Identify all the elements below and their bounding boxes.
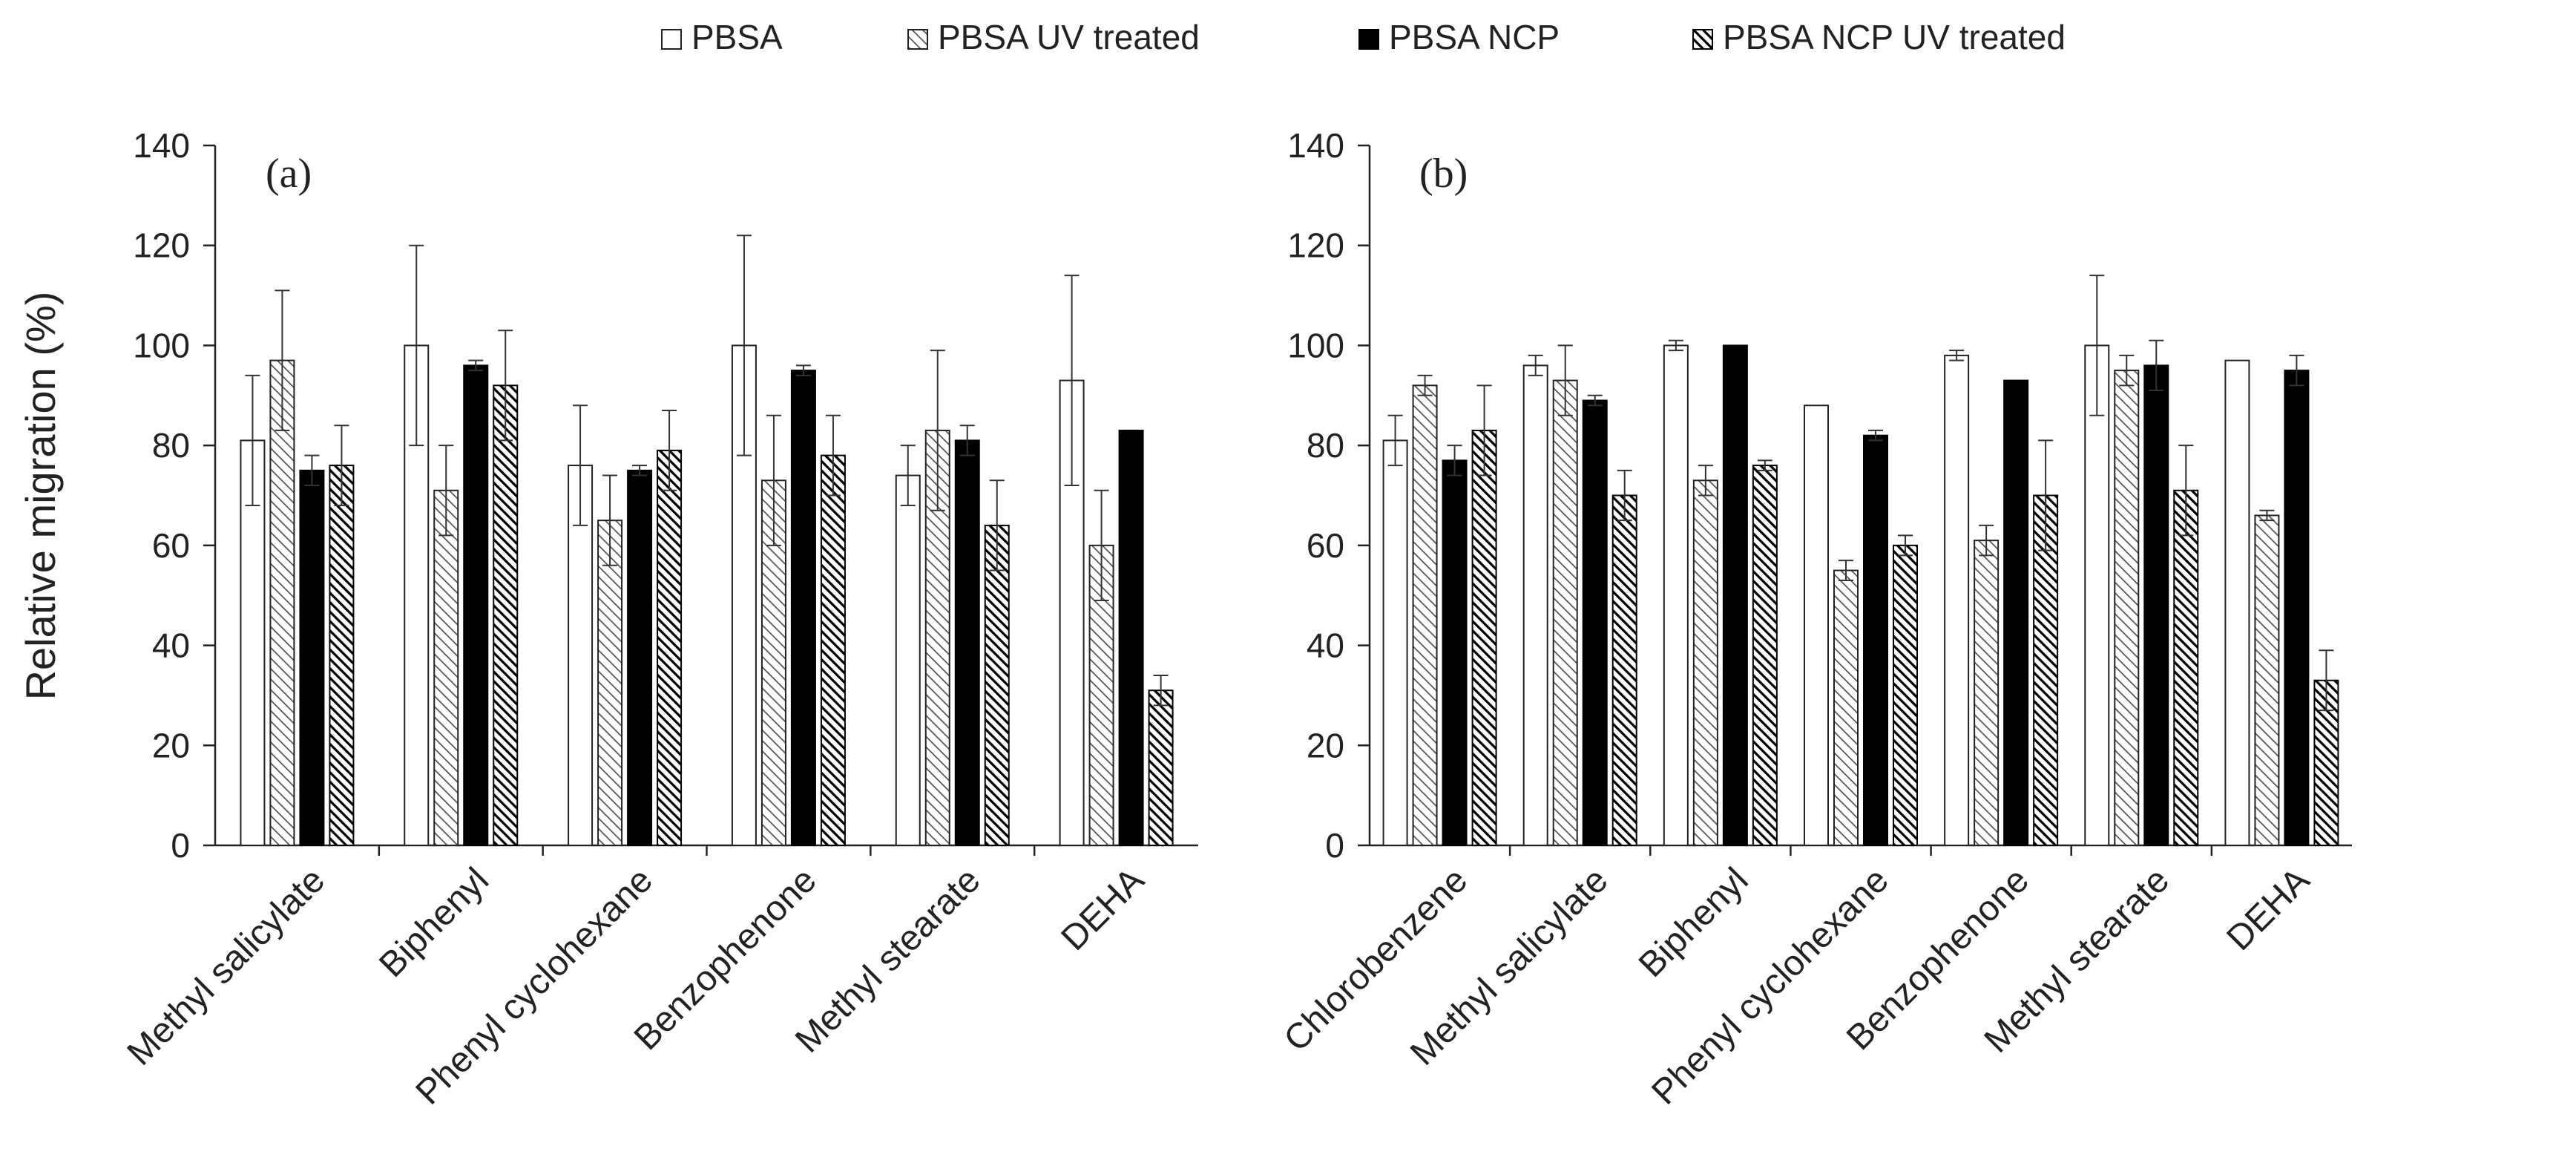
- bar-panel-b-chlorobenzene-pbsa-ncp: [1442, 459, 1468, 846]
- panel-a-y-tick-label: 20: [152, 726, 190, 764]
- panel-a-y-tick-label: 40: [152, 626, 190, 665]
- bar-panel-b-deha-pbsa-ncp: [2284, 370, 2310, 847]
- panel-a-y-tick-label: 120: [133, 226, 190, 265]
- y-axis-label: Relative migration (%): [17, 292, 64, 701]
- legend-swatch-pbsa-uv: [907, 29, 928, 50]
- panel-a-y-tick-label: 80: [152, 426, 190, 465]
- bar-panel-a-methyl-salicylate-pbsa-ncp-uv-treated: [329, 465, 355, 846]
- bar-panel-a-phenyl-cyclohexane-pbsa-ncp: [627, 469, 653, 846]
- bar-panel-b-methyl-salicylate-pbsa: [1522, 364, 1548, 847]
- bar-panel-b-phenyl-cyclohexane-pbsa-uv-treated: [1833, 569, 1859, 846]
- bar-panel-a-phenyl-cyclohexane-pbsa-ncp-uv-treated: [657, 449, 683, 846]
- bar-panel-b-phenyl-cyclohexane-pbsa-ncp: [1863, 434, 1888, 846]
- bar-panel-b-benzophenone-pbsa-ncp: [2003, 379, 2029, 846]
- panel-b-x-tick-label-deha: DEHA: [2219, 860, 2317, 958]
- bar-panel-b-methyl-stearate-pbsa-ncp: [2143, 364, 2169, 847]
- panel-a-y-tick-label: 0: [171, 826, 190, 865]
- bar-panel-a-biphenyl-pbsa-ncp: [463, 364, 489, 847]
- panel-b-y-tick-label: 120: [1287, 226, 1344, 265]
- bar-panel-b-methyl-stearate-pbsa: [2084, 344, 2110, 846]
- legend-item-pbsa: PBSA: [661, 18, 783, 56]
- bar-panel-a-deha-pbsa: [1059, 379, 1085, 846]
- bar-panel-b-biphenyl-pbsa-uv-treated: [1692, 479, 1718, 846]
- chart-panel-b: 020406080100120140(b)ChlorobenzeneMethyl…: [1277, 126, 2352, 1113]
- bar-panel-a-methyl-stearate-pbsa-ncp-uv-treated: [984, 524, 1010, 847]
- panel-b-y-tick-label: 20: [1307, 726, 1344, 764]
- bar-panel-a-phenyl-cyclohexane-pbsa: [568, 465, 594, 846]
- bar-panel-a-methyl-stearate-pbsa-uv-treated: [924, 429, 950, 846]
- bar-panel-a-deha-pbsa-ncp: [1118, 429, 1144, 846]
- bar-panel-a-biphenyl-pbsa-uv-treated: [433, 489, 459, 846]
- bar-panel-b-phenyl-cyclohexane-pbsa: [1804, 405, 1829, 846]
- legend-swatch-pbsa-ncp-uv: [1692, 29, 1713, 50]
- chart-panel-a: 0 20 40 60 80 100 120 140 (a) Methyl salicylate Bi…: [120, 126, 1198, 1113]
- bar-panel-a-methyl-salicylate-pbsa-uv-treated: [269, 359, 295, 846]
- bar-panel-b-benzophenone-pbsa-uv-treated: [1974, 540, 2000, 846]
- bar-panel-a-methyl-salicylate-pbsa-ncp: [299, 469, 325, 846]
- bar-panel-b-deha-pbsa: [2224, 359, 2250, 846]
- panel-a-y-tick-label: 100: [133, 326, 190, 364]
- legend-swatch-pbsa: [661, 29, 682, 50]
- bar-panel-b-methyl-salicylate-pbsa-uv-treated: [1552, 379, 1578, 846]
- bar-panel-b-chlorobenzene-pbsa-ncp-uv-treated: [1471, 429, 1497, 846]
- panel-b-y-tick-label: 40: [1307, 626, 1344, 665]
- panel-a-x-tick-label-biphenyl: Biphenyl: [372, 860, 496, 985]
- panel-b-y-tick-label: 60: [1307, 526, 1344, 565]
- legend-label-pbsa-ncp: PBSA NCP: [1389, 18, 1560, 56]
- panel-a-y-tick-label: 140: [133, 126, 190, 165]
- panel-b-y-tick-label: 140: [1287, 126, 1344, 165]
- panel-a-label: (a): [266, 151, 312, 197]
- bar-panel-b-phenyl-cyclohexane-pbsa-ncp-uv-treated: [1893, 544, 1918, 846]
- panel-b-y-tick-label: 0: [1325, 826, 1344, 865]
- panel-b-label: (b): [1419, 151, 1468, 197]
- bar-panel-b-methyl-salicylate-pbsa-ncp-uv-treated: [1611, 494, 1637, 846]
- panel-a-y-tick-label: 60: [152, 526, 190, 565]
- bar-panel-b-benzophenone-pbsa: [1944, 354, 1970, 846]
- bar-panel-b-chlorobenzene-pbsa: [1382, 439, 1408, 846]
- panel-b-y-tick-label: 80: [1307, 426, 1344, 465]
- bar-panel-b-chlorobenzene-pbsa-uv-treated: [1412, 384, 1438, 846]
- bar-panel-a-benzophenone-pbsa-ncp-uv-treated: [820, 454, 846, 846]
- legend-item-pbsa-ncp: PBSA NCP: [1358, 18, 1560, 56]
- bar-panel-b-methyl-salicylate-pbsa-ncp: [1582, 399, 1608, 846]
- legend-label-pbsa-uv: PBSA UV treated: [938, 18, 1200, 56]
- panel-b-y-tick-label: 100: [1287, 326, 1344, 364]
- bar-panel-b-biphenyl-pbsa: [1663, 344, 1689, 846]
- bar-panel-b-biphenyl-pbsa-ncp: [1722, 344, 1748, 846]
- panel-a-x-tick-label-deha: DEHA: [1054, 860, 1152, 958]
- bar-panel-b-methyl-stearate-pbsa-ncp-uv-treated: [2173, 489, 2199, 846]
- bar-panel-b-biphenyl-pbsa-ncp-uv-treated: [1752, 465, 1778, 846]
- legend-label-pbsa-ncp-uv: PBSA NCP UV treated: [1723, 18, 2066, 56]
- bar-panel-b-deha-pbsa-uv-treated: [2254, 514, 2280, 846]
- legend: PBSA PBSA UV treated PBSA NCP PBSA NCP U…: [661, 18, 2066, 56]
- bar-panel-a-deha-pbsa-ncp-uv-treated: [1148, 690, 1174, 847]
- bar-panel-b-methyl-stearate-pbsa-uv-treated: [2114, 370, 2140, 847]
- panel-b-x-tick-label-phenyl-cyclohexane: Phenyl cyclohexane: [1644, 860, 1896, 1112]
- bar-panel-a-biphenyl-pbsa-ncp-uv-treated: [493, 384, 519, 846]
- panel-b-x-tick-label-biphenyl: Biphenyl: [1632, 860, 1756, 985]
- legend-label-pbsa: PBSA: [691, 18, 783, 56]
- legend-swatch-pbsa-ncp: [1358, 29, 1379, 50]
- panel-a-x-tick-label-methyl-salicylate: Methyl salicylate: [120, 860, 332, 1072]
- legend-item-pbsa-ncp-uv: PBSA NCP UV treated: [1692, 18, 2066, 56]
- bar-panel-a-phenyl-cyclohexane-pbsa-uv-treated: [597, 520, 623, 847]
- bar-panel-a-benzophenone-pbsa-ncp: [790, 370, 816, 847]
- bar-panel-a-methyl-stearate-pbsa-ncp: [954, 439, 980, 846]
- bar-panel-a-methyl-stearate-pbsa: [895, 474, 921, 846]
- legend-item-pbsa-uv: PBSA UV treated: [907, 18, 1200, 56]
